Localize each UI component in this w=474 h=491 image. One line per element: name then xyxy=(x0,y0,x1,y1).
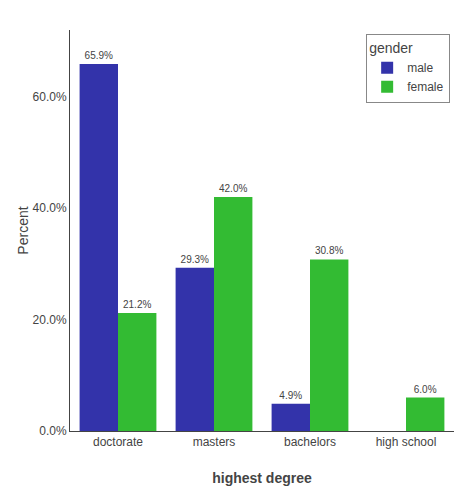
svg-text:42.0%: 42.0% xyxy=(219,183,247,194)
svg-text:male: male xyxy=(407,61,433,75)
svg-text:bachelors: bachelors xyxy=(284,435,336,449)
svg-text:60.0%: 60.0% xyxy=(33,90,67,104)
svg-text:20.0%: 20.0% xyxy=(33,313,67,327)
svg-text:masters: masters xyxy=(193,435,236,449)
svg-text:Percent: Percent xyxy=(15,206,31,254)
svg-text:gender: gender xyxy=(369,40,413,56)
svg-text:0.0%: 0.0% xyxy=(39,424,67,438)
svg-text:65.9%: 65.9% xyxy=(85,50,113,61)
svg-text:4.9%: 4.9% xyxy=(279,390,302,401)
svg-text:female: female xyxy=(407,80,443,94)
svg-text:high school: high school xyxy=(376,435,437,449)
svg-text:40.0%: 40.0% xyxy=(33,201,67,215)
svg-text:doctorate: doctorate xyxy=(93,435,143,449)
svg-text:30.8%: 30.8% xyxy=(315,245,343,256)
svg-text:29.3%: 29.3% xyxy=(181,254,209,265)
svg-text:21.2%: 21.2% xyxy=(123,299,151,310)
svg-text:6.0%: 6.0% xyxy=(414,384,437,395)
svg-text:highest degree: highest degree xyxy=(212,470,312,486)
